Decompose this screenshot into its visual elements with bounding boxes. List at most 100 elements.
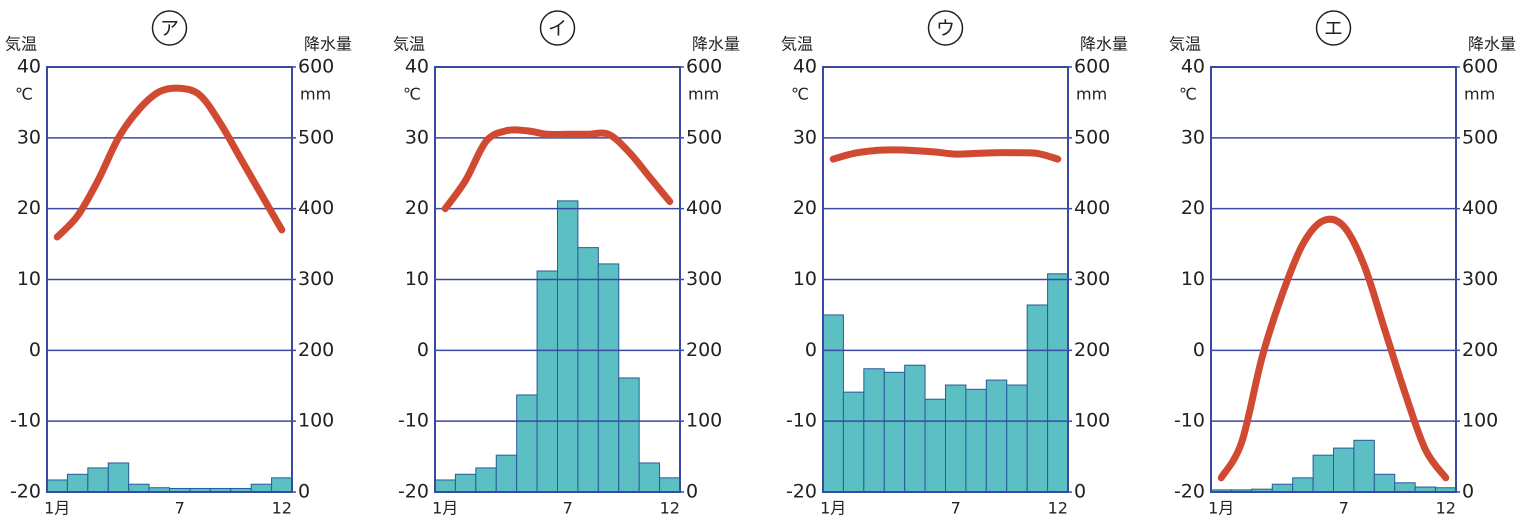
y2-tick-label: 300: [298, 268, 334, 290]
precipitation-bar: [536, 270, 558, 493]
y2-axis-label: 降水量: [1468, 35, 1516, 54]
x-tick-label: 12: [272, 499, 292, 518]
chart-title: ア: [160, 18, 179, 40]
precipitation-bar: [618, 377, 640, 493]
precipitation-bar: [1394, 482, 1416, 493]
x-tick-label: 12: [660, 499, 680, 518]
y2-tick-label: 400: [1074, 197, 1110, 219]
y2-tick-label: 0: [1074, 481, 1086, 503]
plot-frame: [822, 66, 1069, 493]
precipitation-bar: [985, 379, 1008, 493]
precipitation-bar: [1292, 477, 1314, 493]
y2-tick-label: 600: [1462, 56, 1498, 78]
y-tick-label: -10: [398, 410, 429, 432]
y2-unit: mm: [1464, 85, 1495, 104]
precipitation-bar: [87, 467, 109, 493]
y-tick-label: 20: [17, 197, 41, 219]
y-tick-label: -10: [10, 410, 41, 432]
precipitation-bar: [1006, 384, 1028, 493]
y-unit: ℃: [1179, 85, 1197, 104]
y2-tick-label: 100: [1074, 410, 1110, 432]
precipitation-bar: [863, 368, 885, 493]
plot-frame: [434, 66, 681, 493]
precipitation-bar: [107, 462, 130, 493]
x-tick-label: 1月: [820, 499, 846, 518]
y-tick-label: 30: [17, 126, 41, 148]
y2-tick-label: 600: [298, 56, 334, 78]
precipitation-bar: [842, 391, 865, 493]
y2-tick-label: 500: [1462, 126, 1498, 148]
title-circle: [151, 10, 188, 46]
y2-tick-label: 200: [1462, 339, 1498, 361]
precipitation-bar: [271, 477, 293, 493]
y-axis-label: 気温: [5, 35, 37, 54]
y2-tick-label: 400: [1462, 197, 1498, 219]
chart-title: ウ: [936, 18, 955, 40]
temperature-line: [53, 84, 286, 241]
y-tick-label: 10: [17, 268, 41, 290]
title-circle: [927, 10, 964, 46]
precipitation-bar: [1026, 304, 1049, 493]
temperature-line: [1217, 215, 1450, 482]
precipitation-bar: [557, 200, 579, 493]
y-tick-label: 0: [29, 339, 41, 361]
y-tick-label: 10: [793, 268, 817, 290]
temperature-line: [829, 146, 1062, 163]
y2-tick-label: 400: [686, 197, 722, 219]
y-axis-label: 気温: [781, 35, 813, 54]
y-unit: ℃: [403, 85, 421, 104]
y-tick-label: 0: [1193, 339, 1205, 361]
x-tick-label: 7: [175, 499, 185, 518]
precipitation-bar: [46, 479, 68, 493]
y2-tick-label: 200: [686, 339, 722, 361]
precipitation-bar: [1312, 454, 1335, 493]
precipitation-bar: [924, 398, 946, 493]
x-tick-label: 1月: [1208, 499, 1234, 518]
y-tick-label: 30: [793, 126, 817, 148]
precipitation-bar: [577, 247, 599, 493]
y-tick-label: 40: [405, 56, 429, 78]
title-circle: [1315, 10, 1352, 46]
chart-title: イ: [548, 18, 567, 40]
precipitation-bar: [1353, 439, 1375, 493]
precipitation-bar: [66, 473, 89, 493]
y2-tick-label: 100: [1462, 410, 1498, 432]
precipitation-bar: [475, 467, 497, 493]
precipitation-bar: [434, 479, 456, 493]
y-tick-label: 20: [1181, 197, 1205, 219]
y-tick-label: 40: [793, 56, 817, 78]
precipitation-bar: [1333, 447, 1355, 493]
y-tick-label: -10: [786, 410, 817, 432]
precipitation-bar: [1047, 273, 1069, 493]
y-tick-label: 10: [1181, 268, 1205, 290]
y2-tick-label: 600: [686, 56, 722, 78]
y2-unit: mm: [688, 85, 719, 104]
y-tick-label: -20: [10, 481, 41, 503]
y-tick-label: -10: [1174, 410, 1205, 432]
precipitation-bar: [659, 477, 681, 493]
y-axis-label: 気温: [393, 35, 425, 54]
y2-tick-label: 200: [298, 339, 334, 361]
y-axis-label: 気温: [1169, 35, 1201, 54]
precipitation-bar: [128, 483, 150, 493]
y-tick-label: -20: [1174, 481, 1205, 503]
precipitation-bar: [597, 263, 620, 493]
precipitation-bar: [945, 384, 967, 493]
y2-unit: mm: [1076, 85, 1107, 104]
precipitation-bar: [454, 473, 477, 493]
y2-tick-label: 100: [686, 410, 722, 432]
precipitation-bar: [516, 394, 538, 493]
y2-tick-label: 300: [1462, 268, 1498, 290]
y-tick-label: 20: [405, 197, 429, 219]
precipitation-bar: [965, 388, 987, 493]
x-tick-label: 7: [951, 499, 961, 518]
y2-tick-label: 300: [1074, 268, 1110, 290]
y-tick-label: 20: [793, 197, 817, 219]
y2-axis-label: 降水量: [304, 35, 352, 54]
y2-tick-label: 0: [686, 481, 698, 503]
y-tick-label: 30: [1181, 126, 1205, 148]
y2-tick-label: 100: [298, 410, 334, 432]
temperature-line: [441, 126, 674, 213]
precipitation-bar: [495, 454, 518, 493]
